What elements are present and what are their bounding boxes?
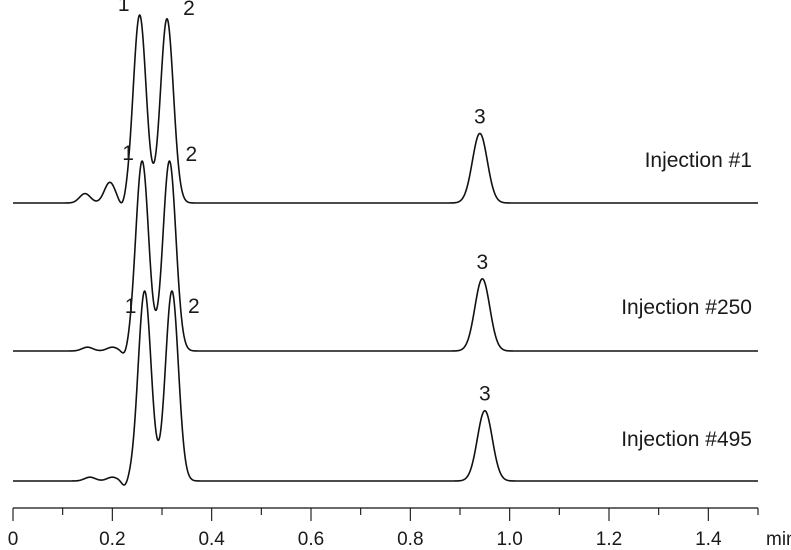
x-axis-tick-labels: 0 0.2 0.4 0.6 0.8 1.0 1.2 1.4 xyxy=(8,529,722,550)
series-label-1: Injection #1 xyxy=(645,149,752,172)
peak-labels: 1 2 3 1 2 3 1 2 3 xyxy=(118,0,491,406)
trace-series-1 xyxy=(12,14,759,204)
peak-label-2-series-2: 2 xyxy=(186,143,198,166)
peak-label-2-series-1: 2 xyxy=(183,0,195,20)
x-axis: 0 0.2 0.4 0.6 0.8 1.0 1.2 1.4 min xyxy=(8,507,791,550)
peak-label-1-series-3: 1 xyxy=(125,295,137,318)
peak-label-1-series-1: 1 xyxy=(118,0,130,16)
peak-label-2-series-3: 2 xyxy=(188,295,200,318)
trace-series-2 xyxy=(12,160,759,354)
x-tick-label: 0.2 xyxy=(99,529,125,550)
series-labels: Injection #1 Injection #250 Injection #495 xyxy=(621,149,752,451)
series-label-3: Injection #495 xyxy=(621,428,752,451)
series-label-2: Injection #250 xyxy=(621,296,752,319)
x-tick-label: 0.6 xyxy=(298,529,324,550)
peak-label-3-series-3: 3 xyxy=(479,383,491,406)
x-axis-label: min xyxy=(766,529,791,550)
x-tick-label: 0 xyxy=(8,529,19,550)
x-axis-ticks xyxy=(12,508,759,521)
peak-label-3-series-2: 3 xyxy=(477,251,489,274)
x-tick-label: 1.2 xyxy=(596,529,622,550)
x-tick-label: 1.4 xyxy=(695,529,722,550)
peak-label-3-series-1: 3 xyxy=(474,105,486,128)
trace-series-3 xyxy=(12,290,759,486)
x-tick-label: 0.4 xyxy=(198,529,225,550)
x-tick-label: 0.8 xyxy=(397,529,423,550)
peak-label-1-series-2: 1 xyxy=(122,142,134,165)
x-tick-label: 1.0 xyxy=(496,529,522,550)
chromatogram-traces xyxy=(12,14,759,486)
